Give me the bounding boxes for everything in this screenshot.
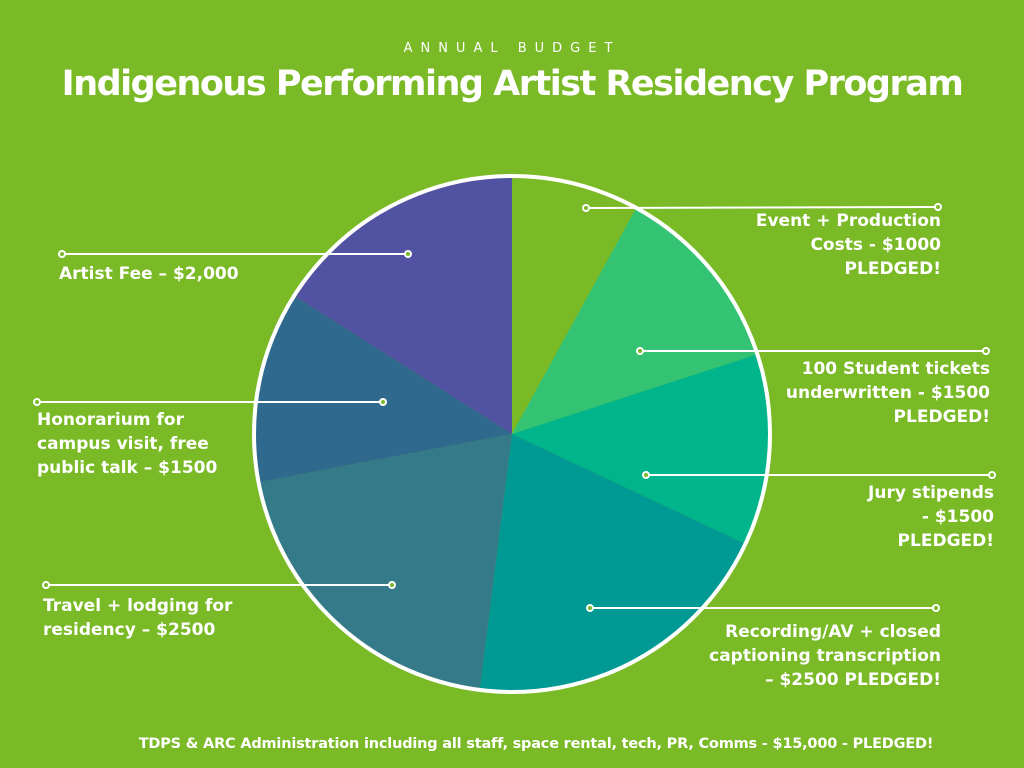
chart-subtitle: ANNUAL BUDGET — [403, 41, 621, 56]
leader-event — [582, 203, 942, 212]
label-artist-fee: Artist Fee – $2,000 — [59, 264, 239, 284]
pie-slice-3 — [479, 434, 746, 692]
leader-recording — [586, 604, 940, 612]
pie-outline — [252, 174, 772, 694]
leader-tickets — [636, 347, 990, 355]
pie-slice-4 — [258, 434, 512, 690]
chart-title: Indigenous Performing Artist Residency P… — [61, 64, 964, 104]
pie-slice-5 — [253, 295, 512, 483]
label-jury-stipends: Jury stipends - $1500 PLEDGED! — [868, 483, 994, 551]
pie-slice-0 — [512, 176, 637, 434]
label-student-tickets: 100 Student tickets underwritten - $1500… — [785, 359, 990, 427]
pie-slice-1 — [512, 207, 758, 434]
pie-slice-6 — [294, 176, 512, 434]
leader-travel — [42, 581, 396, 589]
footer-note: TDPS & ARC Administration including all … — [138, 736, 934, 752]
label-event-production-costs: Event + Production Costs - $1000 PLEDGED… — [755, 211, 941, 279]
label-recording-av: Recording/AV + closed captioning transcr… — [709, 622, 941, 690]
leader-jury — [642, 471, 996, 479]
leader-honorarium — [33, 398, 387, 406]
pie-slice-2 — [512, 354, 770, 544]
label-travel-lodging: Travel + lodging for residency – $2500 — [43, 596, 233, 640]
label-honorarium: Honorarium for campus visit, free public… — [37, 410, 218, 478]
leader-artist — [58, 250, 412, 258]
